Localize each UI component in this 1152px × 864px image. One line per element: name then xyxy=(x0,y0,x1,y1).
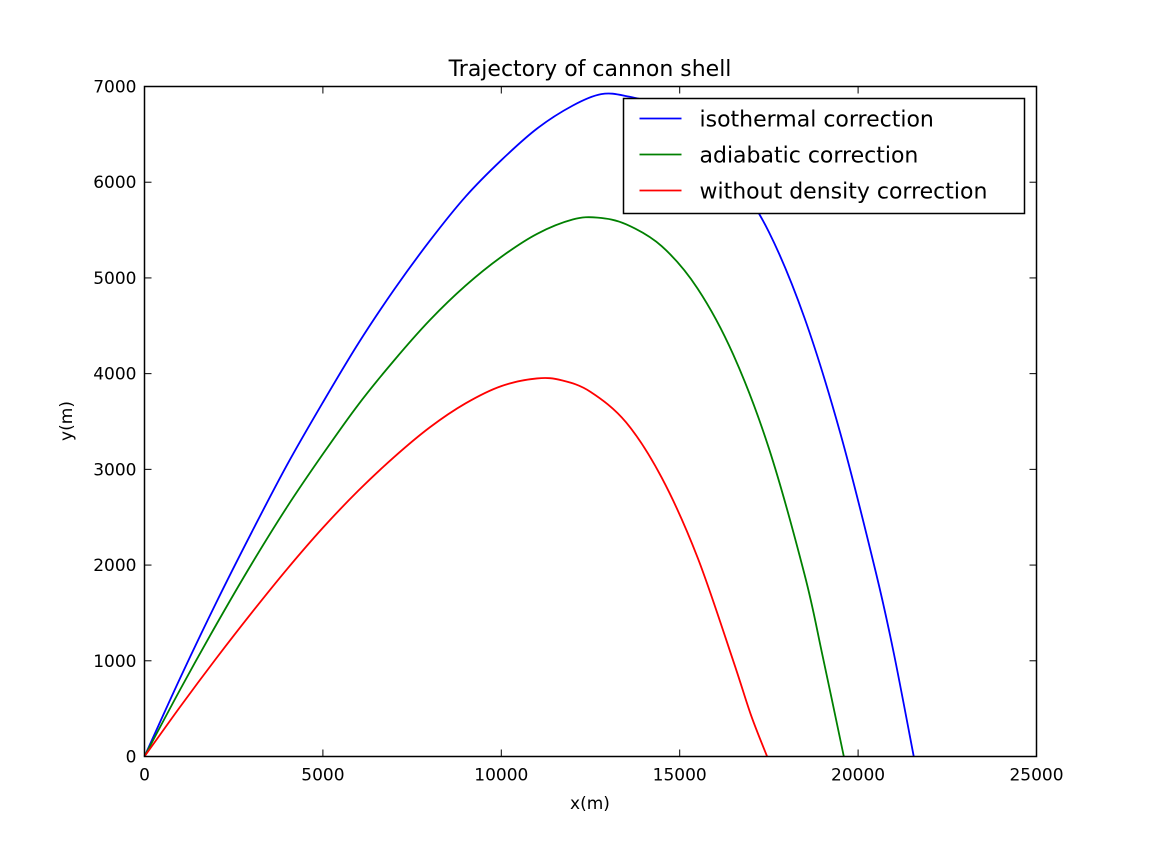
y-tick-label: 6000 xyxy=(93,173,136,193)
x-tick-label: 0 xyxy=(139,766,150,786)
y-tick-label: 0 xyxy=(126,748,137,768)
x-axis-label: x(m) xyxy=(570,794,610,814)
x-tick-label: 5000 xyxy=(301,766,344,786)
legend-label-1: isothermal correction xyxy=(700,108,934,133)
x-tick-label: 10000 xyxy=(474,766,528,786)
plot-area-frame xyxy=(143,85,1038,758)
y-tick-label: 4000 xyxy=(93,365,136,385)
y-tick-label: 1000 xyxy=(93,652,136,672)
legend-box xyxy=(622,97,1026,215)
x-tick-label: 25000 xyxy=(1009,766,1063,786)
plot-lines xyxy=(143,92,915,758)
y-tick-label: 3000 xyxy=(93,460,136,480)
legend-label-2: adiabatic correction xyxy=(700,144,919,169)
legend: isothermal correction adiabatic correctio… xyxy=(622,97,1026,215)
y-tick-label: 2000 xyxy=(93,556,136,576)
y-tick-label: 5000 xyxy=(93,269,136,289)
y-axis-label: y(m) xyxy=(57,401,77,441)
series-line-3 xyxy=(143,377,768,758)
series-line-2 xyxy=(143,216,845,757)
x-tick-label: 20000 xyxy=(831,766,885,786)
series-line-1 xyxy=(143,92,915,757)
x-tick-label: 15000 xyxy=(653,766,707,786)
chart-title: Trajectory of cannon shell xyxy=(448,57,732,82)
legend-label-3: without density correction xyxy=(700,180,988,205)
axis-ticks: 0 5000 10000 15000 20000 25000 0 1000 2000 3000 40… xyxy=(93,78,1063,786)
y-tick-label: 7000 xyxy=(93,78,136,98)
